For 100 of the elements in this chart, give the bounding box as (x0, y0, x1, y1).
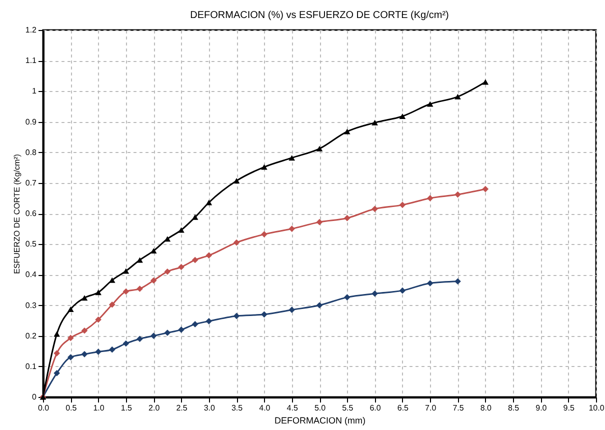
point (344, 294, 350, 300)
point (399, 287, 406, 294)
point (192, 256, 198, 264)
point (344, 214, 350, 222)
point (95, 316, 102, 323)
point (316, 146, 323, 152)
point (164, 268, 171, 275)
point (288, 155, 296, 161)
y-tick-label: 0.2 (25, 331, 38, 340)
y-axis-title: ESFUERZO DE CORTE (Kg/cm²) (12, 154, 22, 274)
point (67, 334, 74, 342)
point (122, 288, 130, 295)
x-tick-label: 7.5 (452, 404, 464, 412)
x-tick-label: 4.5 (286, 404, 298, 412)
x-tick-label: 9.5 (563, 404, 575, 412)
point (81, 351, 88, 358)
x-tick-label: 5.5 (342, 404, 354, 412)
x-tick-label: 0.5 (66, 404, 78, 412)
point (54, 350, 60, 356)
point (206, 252, 212, 259)
point (192, 214, 198, 220)
y-tick-label: 0.1 (25, 362, 38, 371)
y-tick-label: 0 (32, 392, 38, 402)
point (192, 321, 198, 328)
point (454, 278, 461, 285)
point (344, 128, 350, 134)
point (454, 191, 461, 198)
point (54, 331, 60, 337)
x-tick-label: 9.0 (536, 404, 548, 412)
y-tick-label: 0.6 (25, 209, 38, 218)
point (150, 332, 157, 339)
y-tick-label: 0.8 (25, 148, 38, 157)
point (67, 306, 74, 312)
y-tick-label: 0.3 (25, 300, 38, 310)
point (81, 295, 88, 301)
x-tick-label: 8.5 (508, 404, 520, 412)
point (233, 178, 240, 184)
point (372, 206, 378, 212)
point (108, 277, 116, 283)
point (122, 340, 130, 347)
point (150, 277, 157, 284)
point (164, 330, 171, 336)
point (261, 164, 268, 170)
x-tick-label: 6.5 (397, 404, 410, 412)
x-tick-label: 5.0 (314, 404, 326, 412)
point (67, 354, 74, 360)
point (95, 348, 102, 355)
point (399, 202, 406, 208)
point (178, 326, 184, 333)
point (136, 286, 143, 292)
x-axis-title: DEFORMACION (mm) (274, 416, 366, 426)
x-tick-label: 6.0 (370, 404, 382, 412)
point (454, 94, 461, 100)
point (233, 239, 240, 246)
point (206, 318, 212, 324)
y-tick-label: 0.4 (25, 270, 38, 280)
point (54, 370, 60, 376)
y-tick-label: 0.7 (25, 178, 38, 188)
point (316, 218, 323, 226)
point (206, 200, 212, 206)
x-tick-label: 2.0 (148, 404, 160, 412)
point (178, 227, 184, 233)
x-tick-label: 10.0 (588, 404, 605, 412)
point (81, 327, 88, 334)
x-tick-label: 7.0 (425, 404, 437, 412)
point (136, 336, 143, 342)
point (178, 264, 184, 270)
point (426, 280, 434, 286)
x-tick-label: 2.5 (176, 404, 188, 412)
x-tick-label: 1.5 (120, 404, 133, 412)
point (372, 290, 378, 297)
x-tick-label: 8.0 (480, 404, 492, 412)
point (288, 306, 296, 313)
point (261, 231, 268, 238)
point (482, 186, 489, 192)
point (233, 312, 240, 320)
chart-title: DEFORMACION (%) vs ESFUERZO DE CORTE (Kg/cm²) (190, 10, 449, 21)
point (95, 290, 102, 296)
point (136, 257, 143, 263)
y-tick-label: 0.9 (25, 117, 38, 126)
point (164, 236, 171, 242)
point (150, 248, 157, 254)
y-tick-label: 1.1 (25, 56, 38, 66)
point (426, 101, 434, 107)
x-tick-label: 3.5 (231, 404, 244, 412)
x-tick-label: 3.0 (204, 404, 216, 412)
point (372, 120, 378, 126)
point (288, 226, 296, 232)
point (122, 268, 130, 274)
point (482, 79, 489, 85)
point (316, 302, 323, 308)
x-tick-label: 1.0 (93, 404, 105, 412)
point (426, 195, 434, 202)
point (108, 301, 116, 308)
y-tick-label: 1 (32, 86, 38, 96)
x-tick-label: 0.0 (38, 404, 50, 412)
point (261, 311, 268, 318)
y-tick-label: 0.5 (25, 240, 38, 249)
point (399, 114, 406, 119)
point (108, 346, 116, 353)
